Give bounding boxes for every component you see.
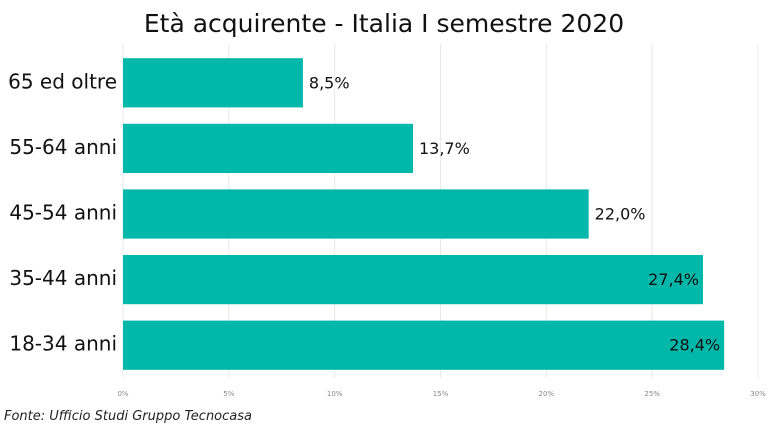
bar: [123, 123, 413, 173]
category-label: 65 ed oltre: [8, 69, 117, 93]
data-label: 28,4%: [669, 336, 720, 355]
x-axis-tick-labels: 0% 5% 10% 15% 20% 25% 30%: [117, 390, 766, 398]
value-labels: 8,5% 13,7% 22,0% 27,4% 28,4%: [309, 73, 720, 354]
category-label: 45-54 anni: [9, 201, 117, 225]
source-note: Fonte: Ufficio Studi Gruppo Tecnocasa: [4, 409, 252, 424]
bar: [123, 189, 589, 239]
data-label: 13,7%: [419, 139, 470, 158]
data-label: 27,4%: [648, 270, 699, 289]
data-label: 22,0%: [595, 205, 646, 224]
category-label: 18-34 anni: [9, 332, 117, 356]
x-tick-label: 10%: [327, 390, 343, 398]
data-label: 8,5%: [309, 73, 350, 92]
x-tick-label: 20%: [539, 390, 555, 398]
x-tick-label: 25%: [644, 390, 660, 398]
category-labels: 65 ed oltre 55-64 anni 45-54 anni 35-44 ann…: [8, 69, 117, 355]
bars: [123, 58, 725, 370]
x-tick-label: 30%: [750, 390, 766, 398]
x-tick-label: 15%: [433, 390, 449, 398]
x-tick-label: 0%: [117, 390, 128, 398]
bar: [123, 255, 703, 305]
category-label: 55-64 anni: [9, 135, 117, 159]
chart-title: Età acquirente - Italia I semestre 2020: [144, 9, 624, 38]
bar: [123, 320, 725, 370]
category-label: 35-44 anni: [9, 266, 117, 290]
bar: [123, 58, 303, 108]
x-tick-label: 5%: [223, 390, 234, 398]
